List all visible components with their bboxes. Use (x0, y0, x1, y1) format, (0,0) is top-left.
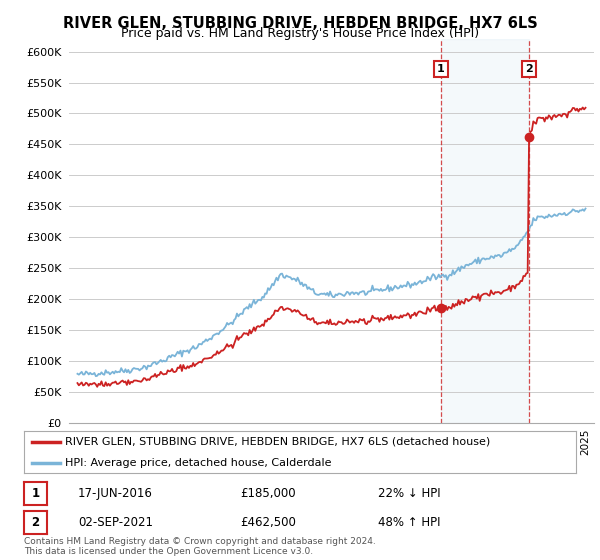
Text: HPI: Average price, detached house, Calderdale: HPI: Average price, detached house, Cald… (65, 458, 332, 468)
Bar (441, 39, 529, 423)
Text: RIVER GLEN, STUBBING DRIVE, HEBDEN BRIDGE, HX7 6LS (detached house): RIVER GLEN, STUBBING DRIVE, HEBDEN BRIDG… (65, 437, 491, 447)
Text: RIVER GLEN, STUBBING DRIVE, HEBDEN BRIDGE, HX7 6LS: RIVER GLEN, STUBBING DRIVE, HEBDEN BRIDG… (62, 16, 538, 31)
Text: 17-JUN-2016: 17-JUN-2016 (78, 487, 153, 500)
Text: 2: 2 (525, 64, 533, 74)
Text: £185,000: £185,000 (240, 487, 296, 500)
Text: 02-SEP-2021: 02-SEP-2021 (78, 516, 153, 529)
Text: £462,500: £462,500 (240, 516, 296, 529)
Text: 22% ↓ HPI: 22% ↓ HPI (378, 487, 440, 500)
Text: 1: 1 (31, 487, 40, 500)
Text: 2: 2 (31, 516, 40, 529)
Text: 1: 1 (437, 64, 445, 74)
Text: 48% ↑ HPI: 48% ↑ HPI (378, 516, 440, 529)
Text: Contains HM Land Registry data © Crown copyright and database right 2024.
This d: Contains HM Land Registry data © Crown c… (24, 537, 376, 557)
Text: Price paid vs. HM Land Registry's House Price Index (HPI): Price paid vs. HM Land Registry's House … (121, 27, 479, 40)
